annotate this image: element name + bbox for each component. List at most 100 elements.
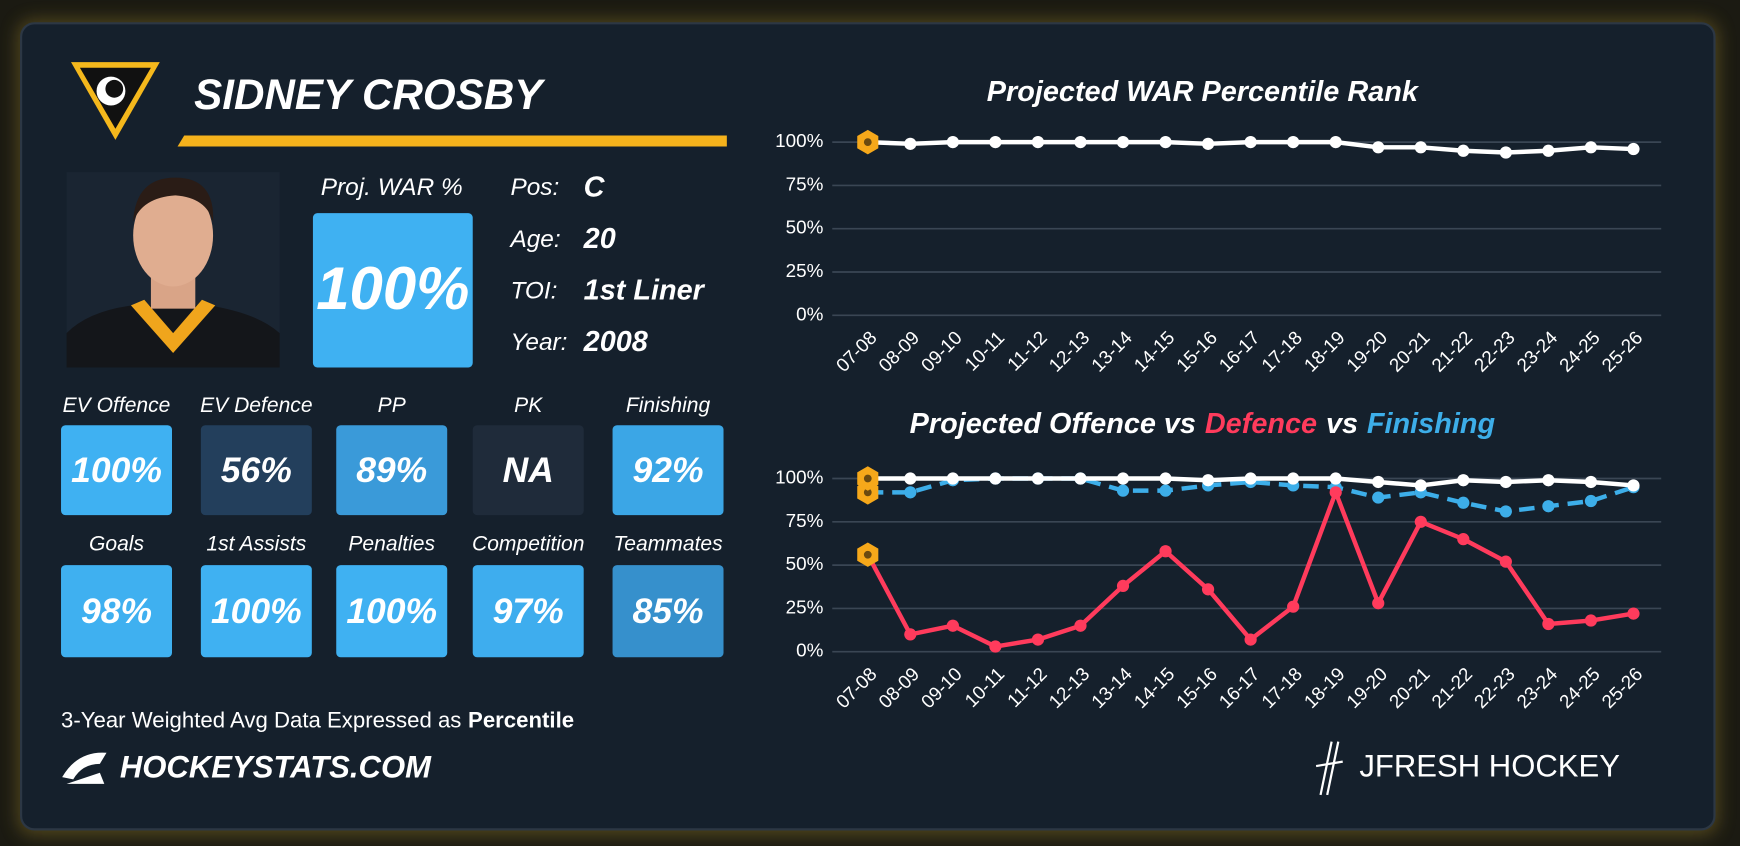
point [1542,144,1555,157]
point [1031,633,1045,646]
point [946,619,959,632]
point [1584,494,1598,508]
info-value: 1st Liner [584,275,706,307]
tile-box [200,425,312,516]
y-tick-label: 0% [796,640,823,661]
player-name: SIDNEY CROSBY [194,71,546,118]
tile-value: 100% [71,450,162,490]
info-label: Age: [508,226,560,253]
point [1074,472,1087,485]
point [1116,136,1130,149]
note-text: 3-Year Weighted Avg Data Expressed as [61,708,461,733]
point [1499,555,1512,568]
point [1201,474,1215,487]
tile-label: 1st Assists [206,533,306,556]
tile-label: EV Defence [200,394,312,417]
tile-box [612,425,724,516]
point [1116,472,1130,485]
point [1201,583,1215,596]
tile-label: Penalties [348,533,435,556]
point [1414,141,1427,154]
tile-label: PK [514,394,543,417]
point [1414,515,1427,528]
info-label: Pos: [510,174,559,201]
info-value: 20 [583,223,616,255]
point [1244,472,1257,485]
point [1159,545,1172,558]
point [1116,484,1130,497]
point [1329,486,1342,499]
tile-box [336,565,448,658]
player-photo [66,172,280,368]
tile-value: 100% [346,591,437,631]
team-logo [71,62,160,140]
tile-box [61,425,173,516]
point [1372,141,1385,154]
tile-box [472,565,584,658]
war-label: Proj. WAR % [321,174,463,201]
point [1116,579,1130,593]
y-tick-label: 50% [786,217,824,238]
tile-value: 100% [211,591,302,631]
chart-title: Projected Offence vs Defence vs Finishing [910,408,1496,440]
point [1584,614,1598,627]
point [1499,146,1512,159]
tile-label: PP [378,394,406,417]
point [904,137,917,150]
point [1159,472,1172,485]
point [1499,505,1512,518]
y-tick-label: 75% [786,510,824,531]
title-part: Projected Offence vs [910,408,1196,440]
point [1584,141,1598,154]
y-tick-label: 75% [786,173,824,194]
tile-value: 56% [221,450,292,490]
point [1627,607,1640,620]
title-part: Finishing [1367,408,1496,440]
point [1031,136,1045,149]
site-logo [62,752,107,784]
point [1627,479,1640,492]
point [1287,472,1300,485]
war-box [312,213,473,368]
highlight-center [863,138,872,146]
point [1031,472,1045,485]
point [904,486,917,499]
tile-value: 98% [81,591,152,631]
point [1159,136,1172,149]
y-tick-label: 25% [786,260,824,281]
point [1584,475,1598,489]
point [904,472,917,485]
tile-box [336,425,448,516]
tile-box [61,565,173,658]
tile-label: Teammates [613,533,723,556]
tile-label: EV Offence [63,394,171,417]
point [1457,533,1470,546]
tile-label: Finishing [626,394,711,417]
point [989,472,1002,485]
chart-title: Projected WAR Percentile Rank [987,76,1420,108]
tile-box [612,565,724,658]
stat-tiles: EV Offence 100% EV Defence 56% PP 89% PK NA Fini… [61,394,724,658]
y-tick-label: 0% [796,303,823,324]
title-part: Defence [1205,408,1317,440]
point [1201,137,1215,150]
point [1287,136,1300,149]
tile-box [200,565,312,658]
point [989,640,1002,653]
point [1542,617,1555,631]
name-underline [177,135,727,147]
title-part: vs [1326,408,1358,440]
tile-value: 85% [633,591,704,631]
info-label: Year: [510,329,567,356]
point [1372,475,1385,489]
y-tick-label: 25% [786,596,824,617]
point [1627,142,1640,156]
war-value: 100% [316,255,469,322]
tile-label: Goals [89,533,145,556]
point [1329,472,1342,485]
point [946,136,959,149]
y-tick-label: 100% [775,130,823,151]
point [1287,600,1300,613]
